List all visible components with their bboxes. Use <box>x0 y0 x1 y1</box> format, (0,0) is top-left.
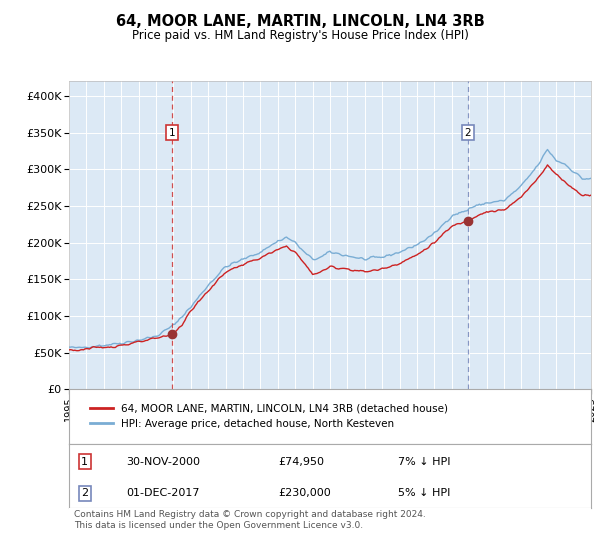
Text: 7% ↓ HPI: 7% ↓ HPI <box>398 457 451 466</box>
Text: 2: 2 <box>464 128 471 138</box>
Text: 2: 2 <box>81 488 88 498</box>
Text: 1: 1 <box>169 128 175 138</box>
Legend: 64, MOOR LANE, MARTIN, LINCOLN, LN4 3RB (detached house), HPI: Average price, de: 64, MOOR LANE, MARTIN, LINCOLN, LN4 3RB … <box>85 399 454 435</box>
Text: 64, MOOR LANE, MARTIN, LINCOLN, LN4 3RB: 64, MOOR LANE, MARTIN, LINCOLN, LN4 3RB <box>116 14 484 29</box>
Text: Contains HM Land Registry data © Crown copyright and database right 2024.
This d: Contains HM Land Registry data © Crown c… <box>74 510 426 530</box>
Text: £230,000: £230,000 <box>278 488 331 498</box>
Text: 5% ↓ HPI: 5% ↓ HPI <box>398 488 450 498</box>
Text: 30-NOV-2000: 30-NOV-2000 <box>127 457 200 466</box>
Text: £74,950: £74,950 <box>278 457 324 466</box>
Text: 1: 1 <box>81 457 88 466</box>
Text: 01-DEC-2017: 01-DEC-2017 <box>127 488 200 498</box>
Text: Price paid vs. HM Land Registry's House Price Index (HPI): Price paid vs. HM Land Registry's House … <box>131 29 469 42</box>
